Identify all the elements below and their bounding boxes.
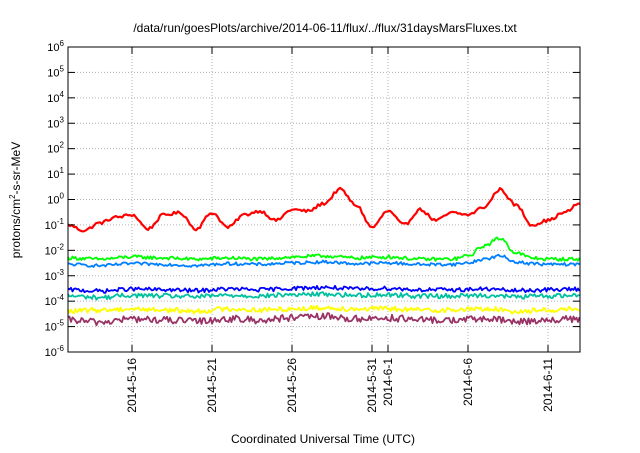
y-tick-label-base: 10 bbox=[47, 118, 59, 130]
y-tick-label-base: 10 bbox=[47, 67, 59, 79]
y-tick-label: 10-5 bbox=[45, 319, 65, 334]
series-line-2 bbox=[67, 236, 581, 262]
series-line-4 bbox=[67, 284, 581, 294]
chart-title: /data/run/goesPlots/archive/2014-06-11/f… bbox=[133, 21, 517, 35]
y-tick-label-exponent: -4 bbox=[57, 293, 65, 302]
ticks bbox=[68, 46, 580, 353]
y-tick-label-base: 10 bbox=[45, 347, 57, 359]
series-line-3 bbox=[68, 253, 581, 268]
y-tick-label: 10-1 bbox=[45, 217, 65, 232]
y-tick-label: 106 bbox=[47, 39, 64, 54]
y-tick-label: 103 bbox=[47, 115, 64, 130]
y-tick-label-exponent: -1 bbox=[57, 217, 65, 226]
y-tick-label: 104 bbox=[47, 90, 64, 105]
y-tick-label: 10-6 bbox=[45, 344, 65, 359]
x-tick-label: 2014-6-11 bbox=[541, 358, 555, 412]
y-tick-label-exponent: 6 bbox=[60, 39, 65, 48]
y-tick-label: 101 bbox=[47, 166, 64, 181]
y-tick-label-exponent: 1 bbox=[60, 166, 65, 175]
x-tick-label: 2014-6-6 bbox=[461, 358, 475, 406]
y-tick-label-base: 10 bbox=[47, 42, 59, 54]
y-tick-label: 105 bbox=[47, 64, 64, 79]
x-tick-label: 2014-5-26 bbox=[285, 358, 299, 413]
y-axis-title: protons/cm2-s-sr-MeV bbox=[8, 142, 23, 258]
y-tick-labels: 10-610-510-410-310-210-11001011021031041… bbox=[45, 39, 65, 359]
y-tick-label-exponent: 3 bbox=[60, 115, 65, 124]
y-tick-label-exponent: -3 bbox=[57, 268, 65, 277]
series-line-6 bbox=[67, 304, 580, 315]
y-axis-title-units: -s-sr-MeV bbox=[9, 142, 23, 195]
y-tick-label-base: 10 bbox=[47, 169, 59, 181]
series-line-5 bbox=[67, 291, 580, 301]
y-tick-label-exponent: -5 bbox=[57, 319, 65, 328]
y-tick-label-exponent: -6 bbox=[57, 344, 65, 353]
y-tick-label-base: 10 bbox=[45, 322, 57, 334]
y-tick-label-base: 10 bbox=[45, 220, 57, 232]
x-tick-label: 2014-6-1 bbox=[381, 358, 395, 406]
y-tick-label-base: 10 bbox=[45, 271, 57, 283]
grid bbox=[68, 47, 580, 352]
x-axis-title: Coordinated Universal Time (UTC) bbox=[231, 432, 415, 446]
x-tick-label: 2014-5-31 bbox=[365, 358, 379, 413]
y-tick-label-exponent: 5 bbox=[60, 64, 65, 73]
y-tick-label-exponent: 2 bbox=[60, 141, 65, 150]
x-tick-label: 2014-5-21 bbox=[205, 358, 219, 413]
y-tick-label-exponent: 4 bbox=[60, 90, 65, 99]
x-tick-labels: 2014-5-16 2014-5-21 2014-5-26 2014-5-31 2014… bbox=[125, 358, 555, 413]
y-tick-label-exponent: -2 bbox=[57, 242, 65, 251]
y-tick-label-base: 10 bbox=[45, 296, 57, 308]
y-tick-label-base: 10 bbox=[47, 93, 59, 105]
y-axis-title-base: protons/cm bbox=[9, 199, 23, 258]
y-tick-label: 10-2 bbox=[45, 242, 65, 257]
y-tick-label-exponent: 0 bbox=[60, 192, 65, 201]
y-tick-label-base: 10 bbox=[47, 144, 59, 156]
y-tick-label-base: 10 bbox=[45, 245, 57, 257]
series-line-1 bbox=[67, 186, 581, 233]
y-axis-title-superscript: 2 bbox=[8, 194, 17, 199]
y-tick-label: 10-3 bbox=[45, 268, 65, 283]
series-layer bbox=[67, 186, 581, 327]
y-tick-label: 100 bbox=[47, 192, 64, 207]
y-tick-label: 10-4 bbox=[45, 293, 65, 308]
series-line-7 bbox=[67, 312, 581, 327]
x-tick-label: 2014-5-16 bbox=[125, 358, 139, 413]
y-tick-label: 102 bbox=[47, 141, 64, 156]
y-tick-label-base: 10 bbox=[47, 195, 59, 207]
